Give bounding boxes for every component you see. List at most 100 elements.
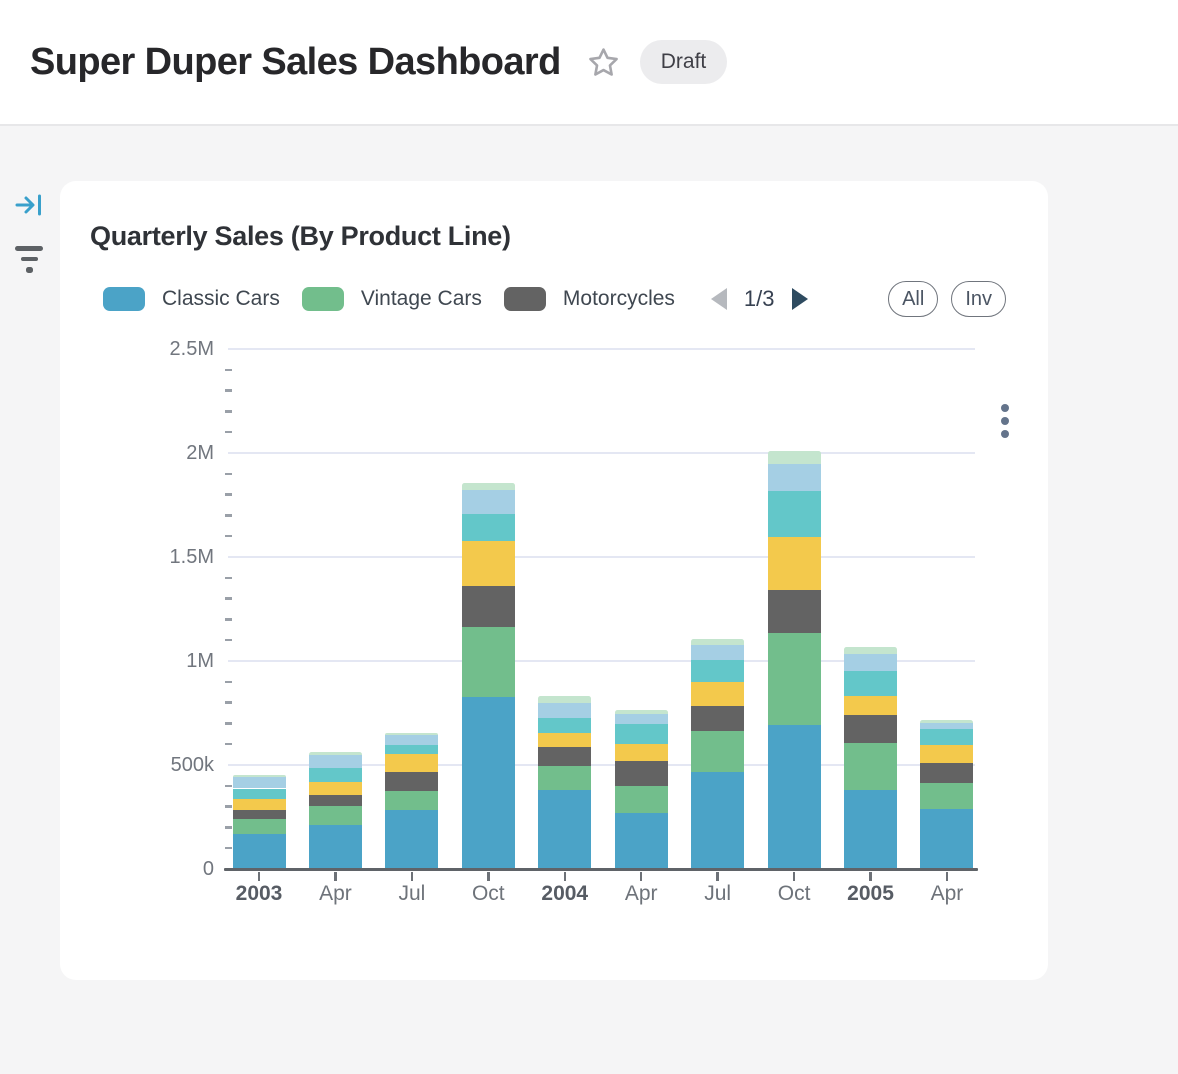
bar-segment[interactable] [844, 670, 898, 696]
legend-item-motorcycles[interactable]: Motorcycles [503, 287, 675, 311]
bar-segment[interactable] [232, 834, 286, 869]
bar-segment[interactable] [232, 775, 286, 778]
invert-selection-button[interactable]: Inv [951, 281, 1006, 317]
y-minor-tick [225, 410, 232, 413]
bar-segment[interactable] [538, 733, 592, 748]
y-gridline [228, 348, 975, 350]
legend-item-classic-cars[interactable]: Classic Cars [103, 287, 280, 311]
y-gridline [228, 660, 975, 662]
legend-prev-button[interactable] [710, 288, 727, 310]
bar-segment[interactable] [767, 537, 821, 591]
x-axis-tick [563, 872, 566, 881]
bar-segment[interactable] [844, 714, 898, 743]
bar-segment[interactable] [308, 805, 362, 826]
bar-segment[interactable] [385, 771, 439, 791]
bar-segment[interactable] [385, 732, 439, 736]
bar-segment[interactable] [538, 695, 592, 704]
bar-segment[interactable] [308, 825, 362, 869]
bar-segment[interactable] [232, 809, 286, 819]
x-axis-tick [487, 872, 490, 881]
select-all-button[interactable]: All [888, 281, 939, 317]
x-axis-label: Apr [319, 882, 352, 905]
bar-segment[interactable] [385, 753, 439, 772]
bar-segment[interactable] [614, 713, 668, 725]
bar-segment[interactable] [691, 638, 745, 645]
filter-button[interactable] [14, 246, 44, 273]
y-minor-tick [225, 846, 232, 850]
bar-segment[interactable] [691, 682, 745, 706]
bar-segment[interactable] [308, 754, 362, 768]
bar-segment[interactable] [691, 660, 745, 682]
y-minor-tick [225, 826, 232, 829]
bar-segment[interactable] [538, 703, 592, 718]
bar-segment[interactable] [461, 697, 515, 869]
bar-segment[interactable] [844, 790, 898, 869]
bar-segment[interactable] [308, 767, 362, 782]
bar-segment[interactable] [308, 752, 362, 755]
bar-segment[interactable] [691, 705, 745, 731]
bar-segment[interactable] [920, 808, 974, 869]
bar-segment[interactable] [920, 763, 974, 784]
bar-segment[interactable] [461, 585, 515, 627]
bar-segment[interactable] [232, 798, 286, 810]
x-axis-tick [639, 872, 643, 881]
legend-next-button[interactable] [791, 288, 808, 310]
bar-segment[interactable] [308, 794, 362, 806]
bar-segment[interactable] [767, 450, 821, 464]
bar-segment[interactable] [385, 745, 439, 754]
bar-segment[interactable] [767, 464, 821, 491]
bar-segment[interactable] [538, 717, 592, 734]
bar-segment[interactable] [385, 810, 439, 869]
bar-segment[interactable] [767, 724, 821, 869]
bar-segment[interactable] [614, 743, 668, 761]
bar-segment[interactable] [461, 540, 515, 586]
bar-segment[interactable] [461, 513, 515, 541]
x-axis-label: Oct [471, 882, 505, 905]
bar-segment[interactable] [844, 654, 898, 671]
bar-segment[interactable] [691, 644, 745, 661]
bar-segment[interactable] [691, 772, 745, 869]
bar-segment[interactable] [767, 490, 821, 538]
draft-status-badge: Draft [639, 40, 728, 84]
bar-segment[interactable] [920, 719, 974, 723]
x-axis-tick [945, 872, 949, 881]
y-minor-tick [225, 742, 232, 746]
bar-segment[interactable] [385, 735, 439, 746]
bar-segment[interactable] [844, 742, 898, 791]
bar-segment[interactable] [538, 789, 592, 869]
collapse-panel-button[interactable] [14, 190, 44, 225]
favorite-star-button[interactable] [587, 46, 620, 79]
bar-segment[interactable] [461, 482, 515, 490]
bar-segment[interactable] [232, 818, 286, 835]
x-axis-tick [792, 872, 796, 881]
more-options-button[interactable] [993, 397, 1017, 445]
y-minor-tick [225, 701, 232, 704]
bar-segment[interactable] [767, 633, 821, 725]
bar-segment[interactable] [232, 777, 286, 789]
bar-segment[interactable] [920, 722, 974, 729]
bar-segment[interactable] [538, 765, 592, 790]
y-minor-tick [225, 472, 232, 476]
legend-swatch [301, 287, 344, 311]
legend-item-vintage-cars[interactable]: Vintage Cars [301, 287, 482, 311]
bar-segment[interactable] [614, 785, 668, 814]
bar-segment[interactable] [385, 790, 439, 811]
bar-segment[interactable] [920, 744, 974, 764]
bar-segment[interactable] [767, 590, 821, 634]
bar-segment[interactable] [614, 813, 668, 869]
bar-segment[interactable] [920, 728, 974, 745]
bar-segment[interactable] [614, 724, 668, 744]
bar-segment[interactable] [691, 730, 745, 773]
bar-segment[interactable] [308, 781, 362, 795]
bar-segment[interactable] [920, 783, 974, 809]
y-minor-tick [225, 430, 232, 434]
bar-segment[interactable] [614, 709, 668, 714]
bar-segment[interactable] [844, 695, 898, 715]
bar-segment[interactable] [461, 626, 515, 698]
bar-segment[interactable] [538, 747, 592, 766]
bar-segment[interactable] [614, 760, 668, 786]
chart-legend: Classic Cars Vintage Cars Motorcycles 1/… [60, 277, 1048, 321]
bar-segment[interactable] [232, 788, 286, 799]
bar-segment[interactable] [461, 489, 515, 514]
bar-segment[interactable] [844, 647, 898, 655]
